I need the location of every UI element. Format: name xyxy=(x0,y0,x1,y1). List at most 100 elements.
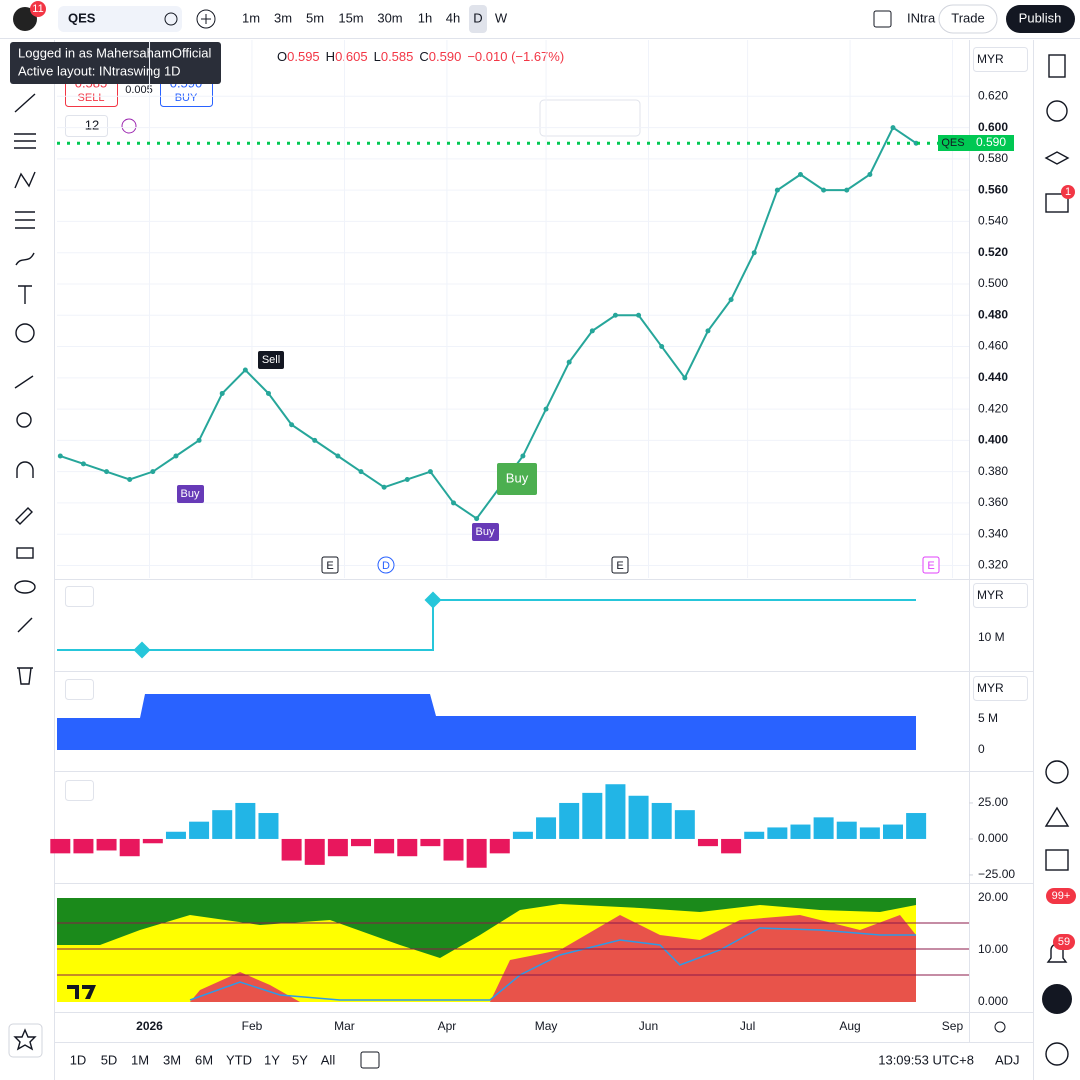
range-button[interactable]: 1D xyxy=(70,1052,87,1067)
price-point xyxy=(404,476,410,482)
indicator-length[interactable]: 12 xyxy=(85,117,99,132)
currency[interactable]: MYR xyxy=(977,681,1004,695)
publish-button[interactable] xyxy=(1006,5,1075,33)
histogram-bar xyxy=(73,838,94,854)
price-point xyxy=(474,516,480,522)
x-tick-label: Mar xyxy=(334,1019,355,1033)
event-label[interactable]: E xyxy=(616,560,623,572)
interval[interactable]: D xyxy=(473,10,482,25)
y-tick-label: 0.400 xyxy=(978,433,1008,447)
interval[interactable]: W xyxy=(495,10,508,25)
symbol-search[interactable] xyxy=(58,6,182,32)
symbol-icon[interactable] xyxy=(164,12,178,26)
date-range-icon[interactable] xyxy=(360,1051,380,1069)
interval[interactable]: 4h xyxy=(446,10,460,25)
drawing-tools[interactable] xyxy=(13,93,37,1051)
label: H xyxy=(326,49,335,64)
price-point xyxy=(451,500,457,506)
histogram-bar xyxy=(582,792,603,839)
clock: 13:09:53 UTC+8 xyxy=(878,1052,974,1067)
axis-label: 20.00 xyxy=(978,890,1008,904)
settings-icon[interactable] xyxy=(994,1021,1006,1033)
y-tick-label: 0.500 xyxy=(978,276,1008,290)
currency[interactable]: MYR xyxy=(977,588,1004,602)
histogram-bar xyxy=(327,838,348,857)
layout-icon[interactable] xyxy=(873,10,892,28)
price-point xyxy=(127,476,133,482)
interval[interactable]: 30m xyxy=(377,10,402,25)
interval[interactable]: 15m xyxy=(338,10,363,25)
currency-box[interactable] xyxy=(973,47,1028,72)
earnings-event[interactable] xyxy=(611,556,629,574)
interval[interactable]: 5m xyxy=(306,10,324,25)
range-button[interactable]: 1Y xyxy=(264,1052,280,1067)
axis-label: 0 xyxy=(978,742,985,756)
histogram-bar xyxy=(883,824,903,839)
refresh-icon[interactable] xyxy=(121,118,137,134)
histogram-bar xyxy=(744,831,765,839)
adj-toggle[interactable]: ADJ xyxy=(995,1052,1020,1067)
earnings-event[interactable] xyxy=(321,556,339,574)
tooltip xyxy=(10,42,221,84)
badge xyxy=(30,1,46,17)
price-point xyxy=(335,453,341,459)
interval[interactable]: 3m xyxy=(274,10,292,25)
layout-name[interactable]: INtra xyxy=(907,10,936,25)
range-button[interactable]: 1M xyxy=(131,1052,149,1067)
range-button[interactable]: 6M xyxy=(195,1052,213,1067)
event-label[interactable]: E xyxy=(326,560,333,572)
histogram-bar xyxy=(189,821,210,839)
range-button[interactable]: YTD xyxy=(226,1052,252,1067)
event-label[interactable]: E xyxy=(927,560,934,572)
compare-plus xyxy=(201,14,211,24)
range-button[interactable]: All xyxy=(321,1052,336,1067)
label: L xyxy=(374,49,381,64)
badge-count: 59 xyxy=(1058,936,1070,948)
price-point xyxy=(751,250,757,256)
price-line xyxy=(59,126,917,520)
logo[interactable] xyxy=(13,7,37,31)
currency-box[interactable] xyxy=(973,583,1028,608)
pane-buttons[interactable] xyxy=(65,586,94,801)
length-box[interactable] xyxy=(65,115,108,137)
currency[interactable]: MYR xyxy=(977,52,1004,66)
x-tick-label: Feb xyxy=(242,1019,263,1033)
price-point xyxy=(821,187,827,193)
price-point xyxy=(566,359,572,365)
histogram-bar xyxy=(906,813,927,839)
histogram-bar xyxy=(859,827,880,839)
compare-button[interactable] xyxy=(196,9,216,29)
pattern-widget[interactable] xyxy=(539,99,641,137)
histogram-bar xyxy=(489,838,510,854)
price-point xyxy=(844,187,850,193)
price-label-symbol-text: QES xyxy=(941,137,964,149)
y-tick-label: 0.380 xyxy=(978,464,1008,478)
range-button[interactable]: 5Y xyxy=(292,1052,308,1067)
currency-box[interactable] xyxy=(973,676,1028,701)
step-marker xyxy=(133,641,151,659)
sell-signal xyxy=(258,351,284,369)
event-label[interactable]: D xyxy=(382,560,390,572)
trade-label[interactable]: Trade xyxy=(951,10,984,25)
range-button[interactable]: 3M xyxy=(163,1052,181,1067)
histogram-bar xyxy=(258,813,279,839)
interval[interactable]: 1m xyxy=(242,10,260,25)
earnings-event[interactable] xyxy=(922,556,940,574)
buy-signal xyxy=(177,485,204,503)
range-button[interactable]: 5D xyxy=(101,1052,118,1067)
histogram-bar xyxy=(443,838,464,861)
spread: 0.005 xyxy=(125,84,153,96)
sell-label[interactable]: SELL xyxy=(78,92,105,104)
favorites-box[interactable] xyxy=(8,1023,43,1058)
price-point xyxy=(312,437,318,443)
dividend-event[interactable] xyxy=(377,556,395,574)
publish-label[interactable]: Publish xyxy=(1019,10,1062,25)
price-point xyxy=(520,453,526,459)
histogram-bar xyxy=(50,838,71,854)
y-tick-label: −25.00 xyxy=(978,867,1015,881)
trade-button[interactable] xyxy=(938,4,998,34)
symbol[interactable]: QES xyxy=(68,10,96,25)
interval[interactable]: 1h xyxy=(418,10,432,25)
buy-label[interactable]: BUY xyxy=(175,92,198,104)
apps-button[interactable] xyxy=(1042,984,1072,1014)
